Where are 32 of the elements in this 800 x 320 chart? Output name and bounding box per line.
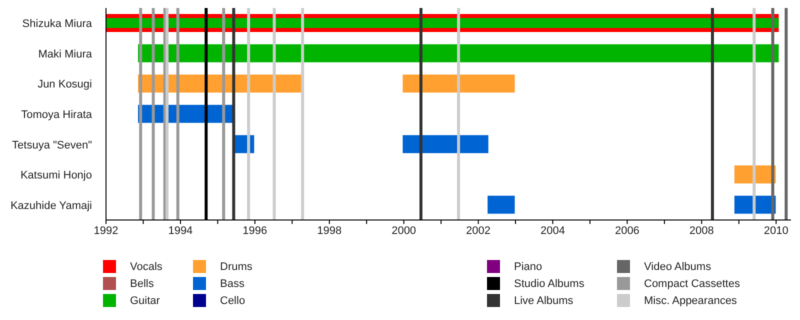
x-tick-label: 2004 xyxy=(540,224,565,237)
y-tick-label: Tomoya Hirata xyxy=(21,109,93,121)
y-tick-label: Katsumi Honjo xyxy=(20,170,92,182)
y-tick-label: Shizuka Miura xyxy=(22,18,93,30)
legend-label: Video Albums xyxy=(644,260,712,272)
x-tick-label: 1998 xyxy=(317,224,342,237)
y-tick-label: Tetsuya "Seven" xyxy=(12,139,92,152)
x-tick-label: 2002 xyxy=(466,224,491,237)
x-tick-label: 1996 xyxy=(242,224,268,237)
x-tick-label: 1992 xyxy=(94,224,118,237)
legend-label: Compact Cassettes xyxy=(644,278,740,290)
bar xyxy=(402,135,488,154)
legend-label: Drums xyxy=(220,260,252,272)
bar xyxy=(488,196,515,214)
x-tick-label: 2006 xyxy=(614,224,640,237)
legend-label: Bass xyxy=(220,278,244,290)
legend-label: Live Albums xyxy=(514,294,574,306)
y-tick-label: Jun Kosugi xyxy=(38,78,92,91)
legend-label: Misc. Appearances xyxy=(644,294,737,306)
legend-label: Guitar xyxy=(130,294,160,306)
x-tick-label: 2010 xyxy=(764,224,788,237)
y-tick-label: Maki Miura xyxy=(38,48,93,60)
legend-label: Bells xyxy=(130,278,154,290)
legend-label: Piano xyxy=(514,260,542,272)
bar xyxy=(402,74,515,93)
legend-label: Vocals xyxy=(130,260,162,272)
y-tick-label: Kazuhide Yamaji xyxy=(10,200,92,212)
x-tick-label: 2008 xyxy=(689,224,714,237)
x-tick-label: 2000 xyxy=(392,224,416,237)
legend-label: Studio Albums xyxy=(514,278,584,290)
x-tick-label: 1994 xyxy=(168,224,193,237)
legend-label: Cello xyxy=(220,294,246,306)
